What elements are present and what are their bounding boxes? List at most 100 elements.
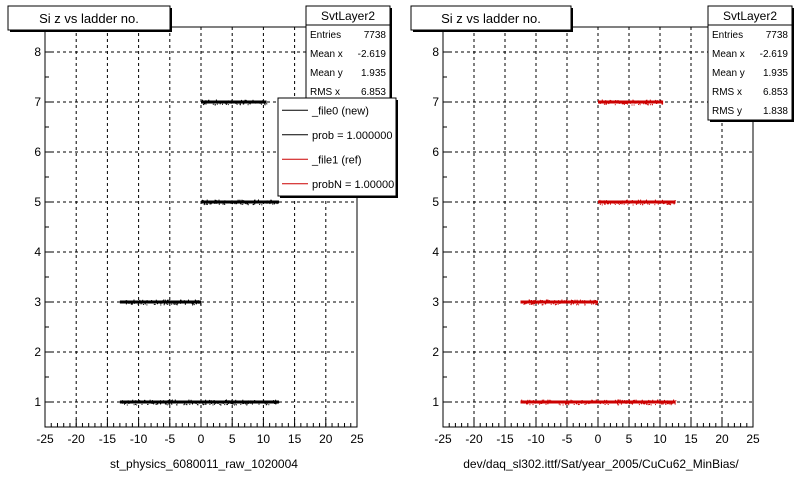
data-point [675, 400, 677, 402]
data-point [205, 403, 207, 405]
data-point [649, 400, 651, 402]
data-point [237, 102, 239, 104]
data-point [234, 203, 236, 205]
data-point [242, 202, 244, 204]
y-tick-label: 1 [432, 395, 439, 409]
data-point [259, 101, 261, 103]
data-point [648, 401, 650, 403]
data-point [659, 100, 661, 102]
data-point [242, 200, 244, 202]
data-point [618, 401, 620, 403]
data-point [237, 401, 239, 403]
data-point [231, 403, 233, 405]
data-point [598, 100, 600, 102]
data-point [566, 299, 568, 301]
data-point [648, 399, 650, 401]
data-point [601, 102, 603, 104]
data-point [522, 400, 524, 402]
data-point [146, 304, 148, 306]
data-point [250, 201, 252, 203]
data-point [253, 202, 255, 204]
data-point [127, 400, 129, 402]
data-point [619, 399, 621, 401]
data-point [646, 103, 647, 105]
data-point [668, 203, 669, 205]
data-point [622, 102, 623, 104]
data-point [155, 301, 157, 303]
data-point [625, 401, 627, 403]
data-point [163, 400, 165, 402]
stats-value: 1.935 [361, 68, 386, 79]
data-point [618, 399, 620, 401]
data-point [542, 402, 544, 404]
data-point [193, 401, 195, 403]
data-point [239, 101, 241, 103]
data-point [264, 104, 266, 106]
data-point [606, 402, 608, 404]
data-point [194, 300, 196, 302]
data-point [245, 403, 247, 405]
data-point [638, 103, 639, 105]
data-point [214, 104, 216, 106]
data-point [558, 403, 560, 405]
data-point [226, 402, 228, 403]
data-point [604, 202, 606, 204]
data-point [147, 301, 149, 303]
data-point [614, 102, 616, 104]
data-point [176, 304, 178, 306]
data-point [196, 300, 198, 302]
y-tick-label: 1 [34, 395, 41, 409]
data-point [550, 401, 551, 403]
data-point [655, 102, 657, 104]
data-point [565, 403, 567, 405]
data-point [138, 400, 140, 402]
data-point [617, 403, 618, 405]
x-tick-label: 10 [653, 432, 667, 446]
data-point [217, 403, 219, 404]
data-point [568, 403, 570, 405]
stats-frame [305, 5, 391, 102]
data-point [193, 301, 195, 303]
data-point [163, 299, 165, 301]
data-point [527, 403, 529, 405]
data-point [227, 104, 229, 106]
data-point [197, 404, 199, 406]
data-point [542, 300, 543, 302]
data-point [212, 404, 214, 406]
y-tick-label: 7 [34, 95, 41, 109]
data-point [235, 399, 237, 401]
data-point [540, 402, 542, 404]
data-point [241, 99, 242, 101]
data-point [646, 200, 648, 202]
data-point [213, 402, 215, 404]
x-tick-label: -20 [68, 432, 86, 446]
data-point [632, 204, 634, 206]
data-point [646, 403, 648, 405]
data-point [197, 302, 199, 304]
data-point [210, 203, 212, 205]
data-point [176, 401, 178, 403]
data-point [637, 100, 639, 102]
data-point [657, 399, 659, 401]
data-band-core [201, 100, 267, 104]
data-point [163, 304, 165, 306]
data-point [224, 102, 226, 104]
stats-title: SvtLayer2 [723, 9, 777, 23]
data-point [633, 101, 635, 103]
data-point [252, 200, 254, 202]
data-point [670, 204, 672, 206]
data-point [197, 401, 199, 403]
data-point [559, 404, 561, 406]
data-point [202, 403, 204, 405]
data-point [593, 302, 595, 304]
data-point [624, 102, 626, 104]
data-point [613, 201, 615, 202]
data-point [261, 204, 263, 206]
data-point [214, 403, 215, 405]
data-point [644, 100, 646, 102]
data-point [605, 100, 607, 102]
data-point [233, 100, 234, 102]
data-point [267, 401, 268, 403]
data-point [188, 300, 189, 302]
data-point [153, 303, 155, 305]
